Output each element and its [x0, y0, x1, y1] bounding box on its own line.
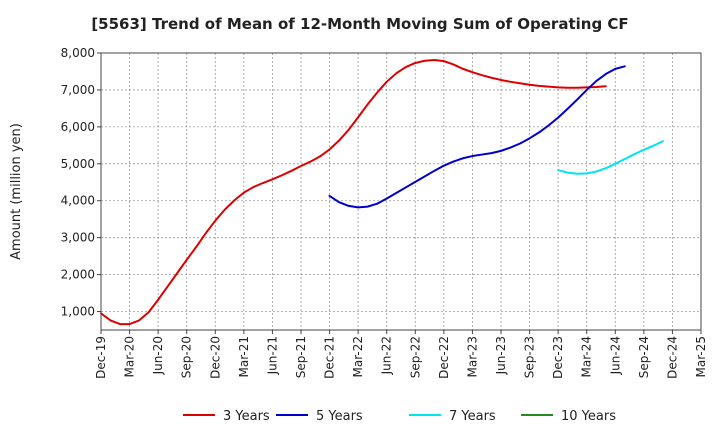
chart-grid: [100, 52, 702, 330]
legend: 3 Years 5 Years 7 Years 10 Years: [183, 409, 616, 424]
legend-label: 5 Years: [316, 409, 363, 424]
x-tick-label: Jun-21: [265, 336, 279, 375]
y-tick-label: 6,000: [61, 120, 95, 134]
x-tick-label: Dec-23: [551, 336, 565, 379]
x-tick-label: Mar-22: [351, 336, 365, 377]
legend-label: 3 Years: [223, 409, 270, 424]
x-axis-ticks: Dec-19 Mar-20 Jun-20 Sep-20 Dec-20 Mar-21 Jun-…: [94, 330, 708, 379]
x-tick-label: Sep-24: [637, 336, 651, 378]
y-tick-label: 3,000: [61, 231, 95, 245]
x-tick-label: Dec-19: [94, 336, 108, 379]
legend-item: 10 Years: [521, 409, 616, 424]
x-tick-label: Sep-21: [294, 336, 308, 378]
series-layer: [100, 59, 664, 326]
x-tick-label: Mar-21: [237, 336, 251, 377]
x-tick-label: Sep-22: [408, 336, 422, 378]
plot-area: [100, 52, 702, 331]
series-line-3-years: [100, 59, 607, 326]
x-tick-label: Sep-23: [523, 336, 537, 378]
x-tick-label: Dec-22: [437, 336, 451, 379]
y-tick-label: 8,000: [61, 46, 95, 60]
x-tick-label: Jun-24: [608, 336, 622, 375]
legend-label: 10 Years: [561, 409, 616, 424]
x-tick-label: Dec-21: [323, 336, 337, 379]
x-tick-label: Jun-22: [380, 336, 394, 375]
y-tick-label: 1,000: [61, 305, 95, 319]
legend-item: 5 Years: [276, 409, 363, 424]
x-tick-label: Mar-23: [465, 336, 479, 377]
legend-item: 3 Years: [183, 409, 270, 424]
x-tick-label: Sep-20: [180, 336, 194, 378]
y-tick-label: 2,000: [61, 268, 95, 282]
x-tick-label: Jun-23: [494, 336, 508, 375]
x-tick-label: Mar-20: [123, 336, 137, 377]
legend-item: 7 Years: [409, 409, 496, 424]
legend-label: 7 Years: [449, 409, 496, 424]
chart-title: [5563] Trend of Mean of 12-Month Moving …: [91, 15, 628, 33]
x-tick-label: Mar-25: [694, 336, 708, 377]
y-tick-label: 7,000: [61, 83, 95, 97]
series-line-5-years: [328, 65, 626, 209]
y-tick-label: 5,000: [61, 157, 95, 171]
y-axis-ticks: 1,000 2,000 3,000 4,000 5,000 6,000 7,000 8,000: [61, 46, 101, 319]
series-line-7-years: [557, 140, 664, 175]
x-tick-label: Jun-20: [151, 336, 165, 375]
x-tick-label: Dec-24: [665, 336, 679, 379]
x-tick-label: Dec-20: [208, 336, 222, 379]
y-axis-label: Amount (million yen): [9, 123, 24, 260]
x-tick-label: Mar-24: [580, 336, 594, 377]
y-tick-label: 4,000: [61, 194, 95, 208]
